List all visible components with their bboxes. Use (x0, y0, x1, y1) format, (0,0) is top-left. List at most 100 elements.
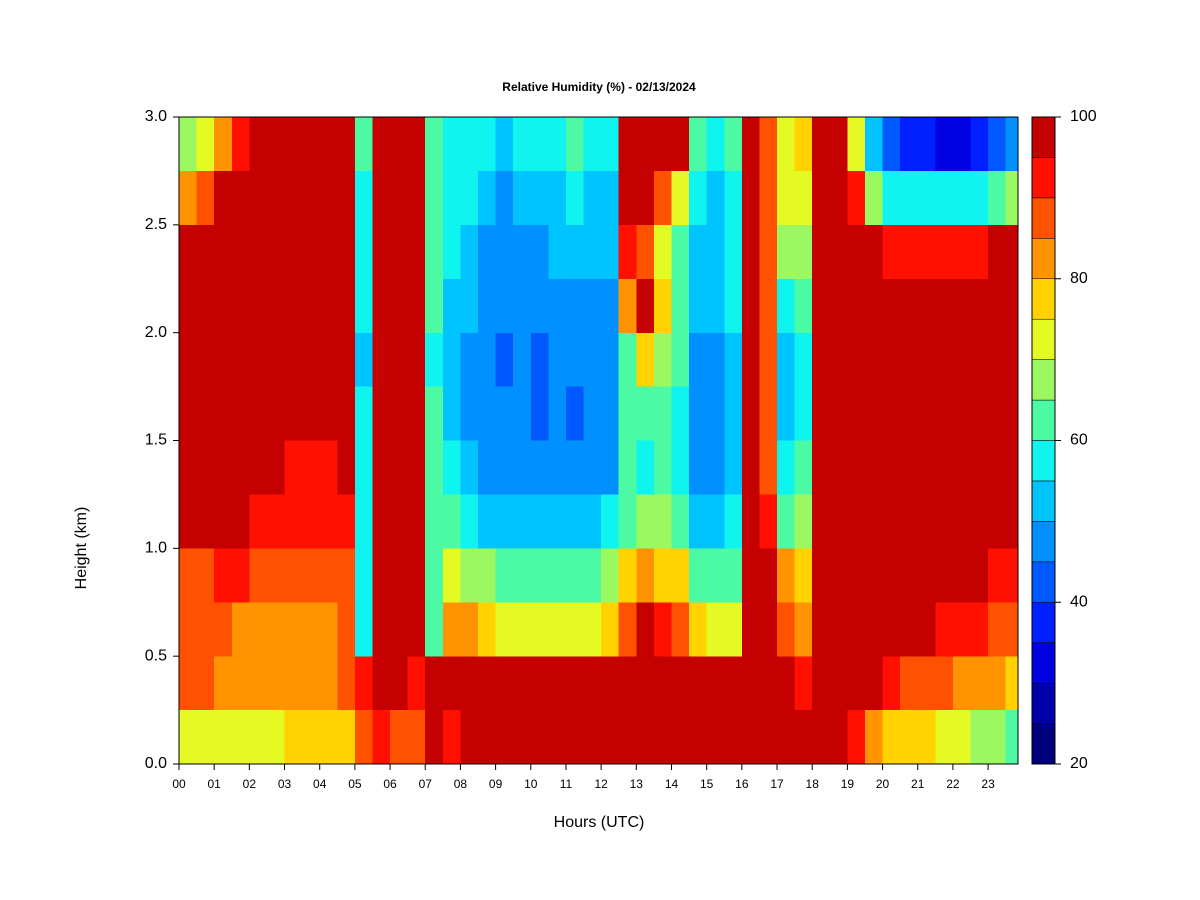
heatmap-cell (565, 709, 585, 764)
heatmap-cell (354, 170, 374, 225)
heatmap-cell (618, 224, 637, 279)
heatmap-cell (231, 493, 250, 549)
heatmap-cell (882, 547, 901, 603)
heatmap-cell (372, 547, 391, 603)
x-tick-label: 18 (806, 777, 820, 791)
heatmap-cell (618, 117, 637, 172)
heatmap-cell (337, 117, 356, 172)
heatmap-cell (952, 117, 972, 172)
x-tick-label: 16 (735, 777, 749, 791)
y-tick-label: 2.5 (145, 216, 167, 233)
heatmap-cell (601, 493, 620, 549)
heatmap-cell (671, 386, 690, 441)
heatmap-cell (777, 386, 796, 441)
heatmap-cell (759, 117, 778, 172)
heatmap-cell (724, 440, 743, 495)
heatmap-cell (864, 117, 884, 172)
heatmap-cell (988, 493, 1007, 549)
heatmap-cell (478, 224, 497, 279)
heatmap-cell (319, 332, 338, 387)
x-tick-label: 14 (665, 777, 679, 791)
heatmap-cell (689, 601, 708, 657)
heatmap-cell (636, 655, 655, 711)
heatmap-cell (337, 440, 356, 495)
heatmap-cell (935, 117, 954, 172)
heatmap-cell (530, 224, 549, 279)
heatmap-cell (390, 655, 409, 711)
heatmap-cell (794, 278, 813, 333)
y-tick-label: 1.5 (145, 432, 167, 449)
colorbar-band (1031, 561, 1056, 603)
heatmap-cell (671, 170, 690, 225)
heatmap-cell (671, 601, 690, 657)
heatmap-cell (442, 278, 462, 333)
colorbar-band (1031, 602, 1056, 643)
heatmap-cell (302, 386, 321, 441)
heatmap-cell (653, 386, 673, 441)
heatmap-cell (196, 440, 215, 495)
heatmap-cell (565, 547, 585, 603)
heatmap-cell (460, 440, 479, 495)
heatmap-cell (442, 655, 462, 711)
heatmap-cell (601, 709, 620, 764)
heatmap-cell (302, 655, 321, 711)
heatmap-cell (513, 547, 532, 603)
heatmap-cell (777, 655, 796, 711)
heatmap-cell (249, 170, 268, 225)
heatmap-cell (706, 601, 725, 657)
heatmap-cell (319, 440, 338, 495)
heatmap-cell (812, 386, 831, 441)
heatmap-cell (952, 709, 972, 764)
heatmap-cell (372, 224, 391, 279)
heatmap-cell (812, 170, 831, 225)
heatmap-cell (706, 224, 725, 279)
heatmap-cell (495, 547, 514, 603)
heatmap-cell (302, 493, 321, 549)
heatmap-cell (741, 440, 761, 495)
heatmap-cell (354, 332, 374, 387)
heatmap-cell (337, 386, 356, 441)
heatmap-cell (354, 547, 374, 603)
heatmap-cell (759, 655, 778, 711)
x-tick-label: 05 (348, 777, 362, 791)
heatmap-cell (653, 278, 673, 333)
heatmap-cell (777, 709, 796, 764)
colorbar-band (1031, 440, 1056, 482)
heatmap-cell (249, 493, 268, 549)
heatmap-cell (372, 170, 391, 225)
heatmap-cell (442, 547, 462, 603)
heatmap-cell (179, 224, 198, 279)
heatmap-cell (583, 117, 602, 172)
heatmap-cell (214, 655, 233, 711)
heatmap-cell (425, 170, 444, 225)
heatmap-cell (302, 709, 321, 764)
heatmap-cell (988, 117, 1007, 172)
heatmap-cell (794, 386, 813, 441)
heatmap-cell (495, 655, 514, 711)
heatmap-cell (847, 224, 866, 279)
heatmap-cell (407, 655, 426, 711)
heatmap-cell (988, 547, 1007, 603)
heatmap-cell (882, 170, 901, 225)
heatmap-cell (812, 332, 831, 387)
x-tick-label: 17 (770, 777, 784, 791)
heatmap-cell (759, 332, 778, 387)
heatmap-cell (302, 278, 321, 333)
heatmap-cell (425, 117, 444, 172)
heatmap-cell (671, 493, 690, 549)
heatmap-cell (618, 170, 637, 225)
heatmap-cell (214, 332, 233, 387)
heatmap-cell (337, 655, 356, 711)
heatmap-cell (442, 224, 462, 279)
heatmap-cell (390, 601, 409, 657)
heatmap-cell (337, 170, 356, 225)
heatmap-cell (777, 170, 796, 225)
heatmap-cell (1005, 117, 1018, 172)
heatmap-cell (1005, 332, 1018, 387)
heatmap-cell (724, 386, 743, 441)
heatmap-cell (425, 547, 444, 603)
heatmap-cell (442, 601, 462, 657)
heatmap-cell (1005, 224, 1018, 279)
heatmap-cell (988, 601, 1007, 657)
heatmap-cell (583, 547, 602, 603)
